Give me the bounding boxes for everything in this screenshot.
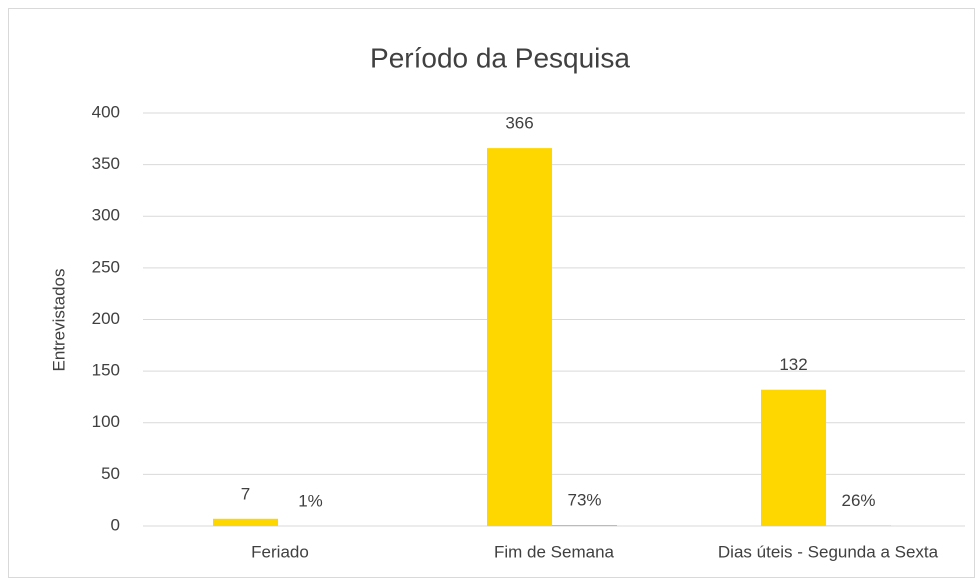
bar xyxy=(487,148,552,527)
bar xyxy=(552,525,617,526)
chart-title: Período da Pesquisa xyxy=(370,42,630,73)
x-tick-label: Feriado xyxy=(251,542,309,561)
y-axis-label: Entrevistados xyxy=(49,269,68,372)
y-tick-label: 0 xyxy=(111,515,120,534)
data-label: 366 xyxy=(505,114,533,133)
data-label: 7 xyxy=(241,484,250,503)
x-tick-label: Fim de Semana xyxy=(494,542,615,561)
data-label: 26% xyxy=(841,491,875,510)
y-tick-label: 350 xyxy=(92,154,120,173)
y-tick-label: 250 xyxy=(92,257,120,276)
data-label: 1% xyxy=(298,491,323,510)
y-tick-label: 150 xyxy=(92,361,120,380)
y-tick-label: 400 xyxy=(92,102,120,121)
data-label: 132 xyxy=(779,355,807,374)
bar xyxy=(761,389,826,526)
y-tick-label: 100 xyxy=(92,412,120,431)
y-tick-label: 300 xyxy=(92,206,120,225)
bar xyxy=(213,518,278,526)
y-tick-label: 50 xyxy=(101,464,120,483)
data-label: 73% xyxy=(567,491,601,510)
y-tick-label: 200 xyxy=(92,309,120,328)
x-tick-label: Dias úteis - Segunda a Sexta xyxy=(718,542,939,561)
